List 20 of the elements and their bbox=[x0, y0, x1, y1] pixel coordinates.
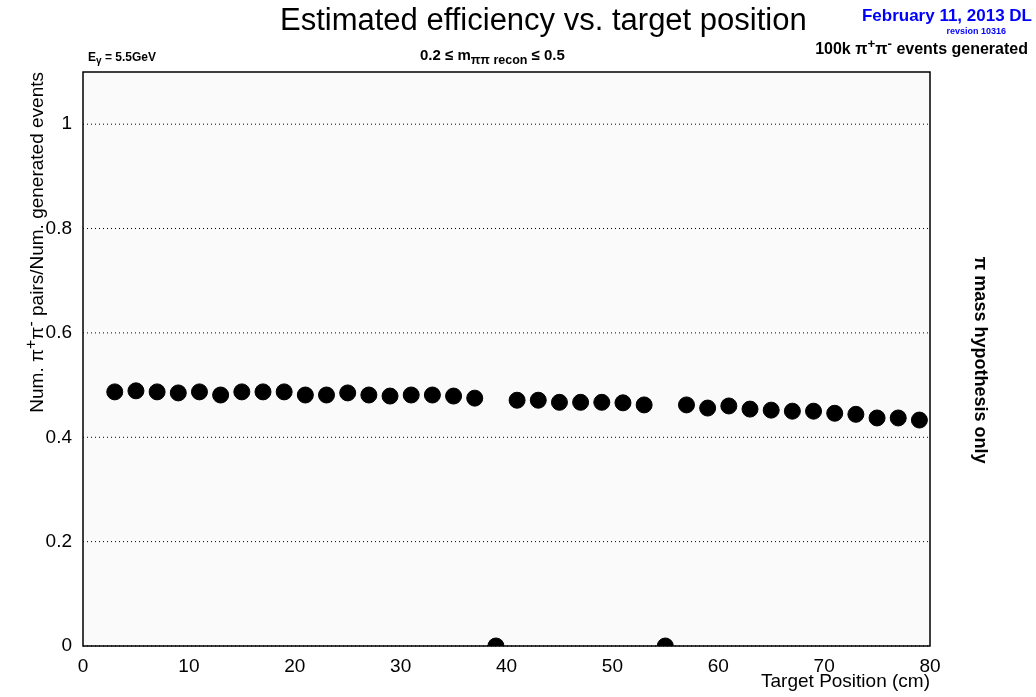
text: E$_{γ}$ = 5.5GeV bbox=[88, 50, 156, 67]
y-tick-label: 1 bbox=[61, 112, 72, 134]
text: 100k π$^{+}$π$^{-}$ events generated bbox=[815, 36, 1028, 59]
x-tick-label: 0 bbox=[77, 654, 89, 676]
chart-title: Estimated efficiency vs. target position bbox=[280, 2, 807, 38]
x-tick-label: 30 bbox=[390, 654, 412, 676]
x-tick-label: 50 bbox=[601, 654, 623, 676]
text: 0.2 ≤ m$_{ππ recon}$ ≤ 0.5 bbox=[420, 46, 565, 67]
x-tick-label: 60 bbox=[707, 654, 729, 676]
y-tick-label: 0.2 bbox=[45, 529, 72, 551]
y-tick-label: 0.6 bbox=[45, 321, 72, 343]
text: February 11, 2013 DL bbox=[861, 6, 1032, 26]
text: revsion 10316 bbox=[946, 26, 1006, 36]
x-tick-label: 40 bbox=[495, 654, 518, 676]
y-tick-label: 0 bbox=[61, 634, 72, 656]
x-tick-label: 10 bbox=[178, 654, 200, 676]
y-tick-label: 0.4 bbox=[45, 425, 73, 447]
y-tick-label: 0.8 bbox=[45, 216, 72, 238]
text: π mass hypothesis only bbox=[969, 256, 991, 464]
x-tick-label: 20 bbox=[284, 654, 306, 676]
